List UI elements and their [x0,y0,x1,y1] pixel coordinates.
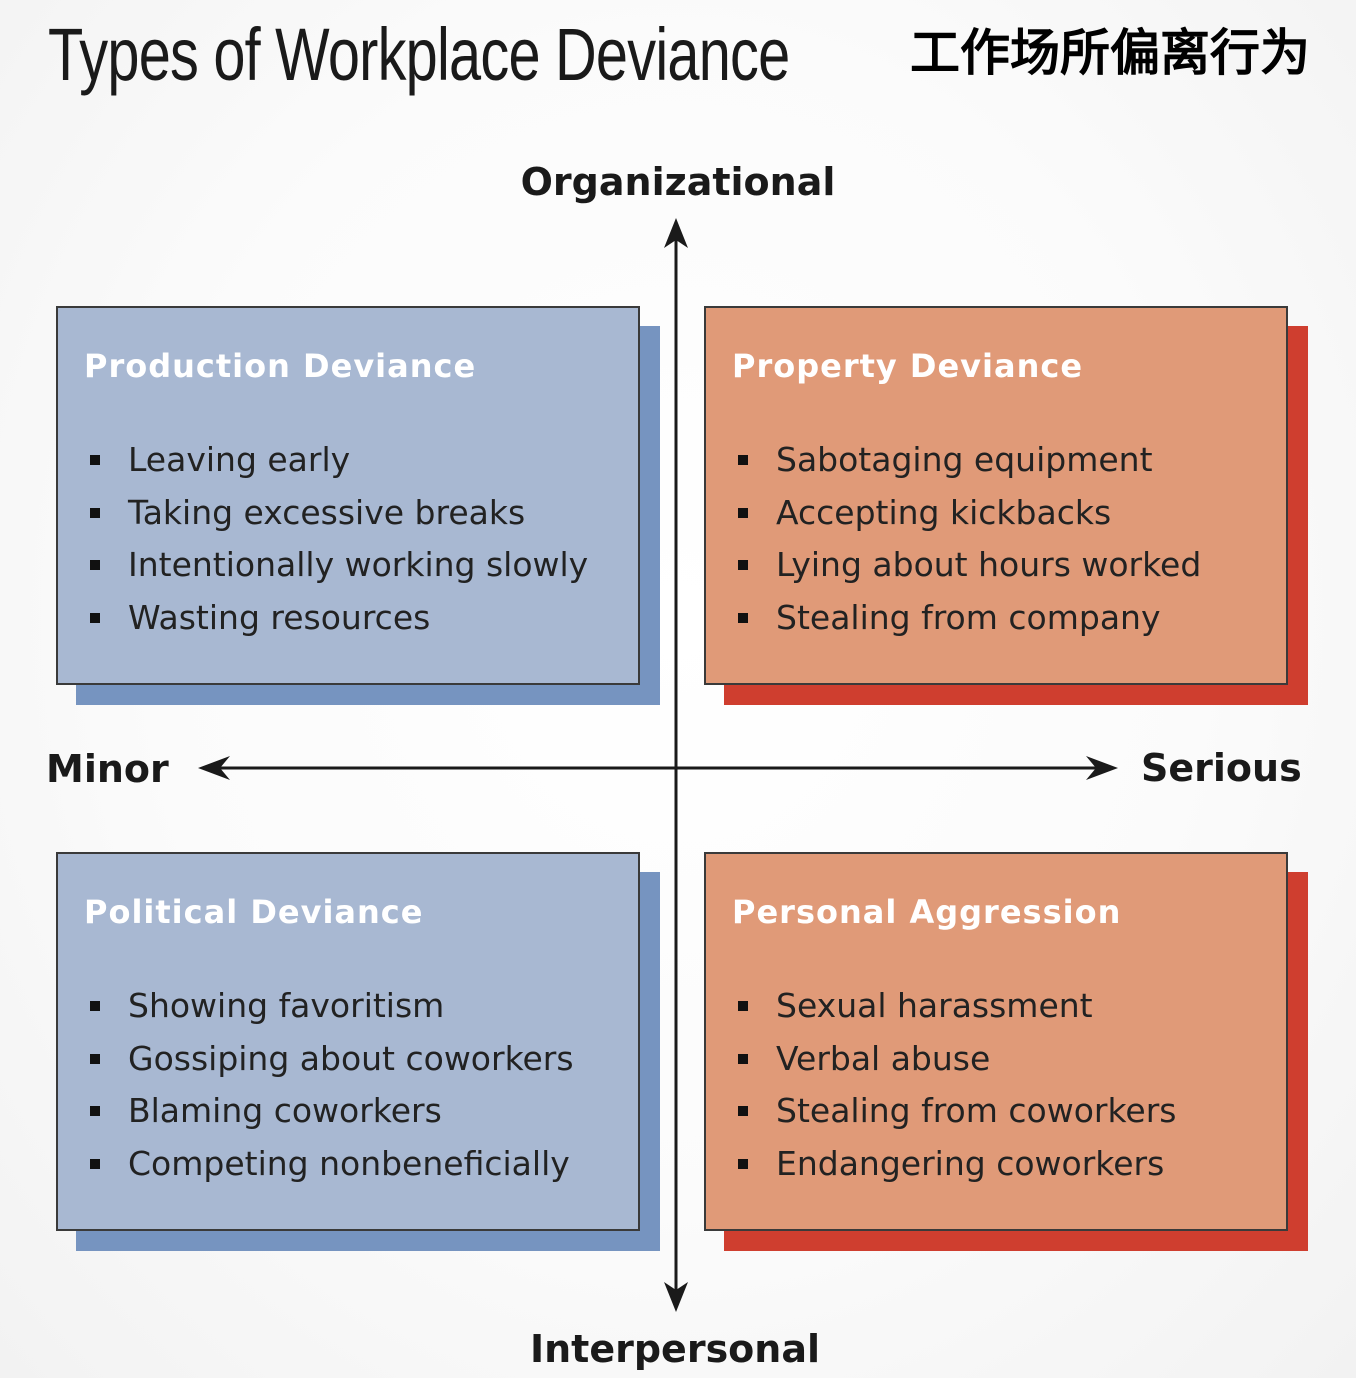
list-item-text: Stealing from company [776,597,1161,637]
quadrant-list: Sabotaging equipment Accepting kickbacks… [734,443,1201,653]
list-item-text: Sabotaging equipment [776,440,1153,479]
list-item-text: Blaming coworkers [128,1091,442,1130]
title-chinese: 工作场所偏离行为 [910,24,1310,82]
list-item-text: Leaving early [128,440,351,479]
list-item: Gossiping about coworkers [86,1042,574,1095]
quadrant-title: Production Deviance [84,347,477,385]
quadrant-title: Property Deviance [732,347,1084,385]
quadrant-box: Production Deviance Leaving early Taking… [56,306,640,685]
quadrant-box: Property Deviance Sabotaging equipment A… [704,306,1288,685]
quadrant-property-deviance: Property Deviance Sabotaging equipment A… [704,306,1308,705]
bullet-icon [90,1001,100,1011]
bullet-icon [738,1158,748,1169]
quadrant-list: Sexual harassment Verbal abuse Stealing … [734,989,1176,1199]
list-item-text: Competing nonbeneficially [128,1143,570,1183]
quadrant-personal-aggression: Personal Aggression Sexual harassment Ve… [704,852,1308,1251]
arrow-left-icon [198,756,230,780]
list-item: Sexual harassment [734,989,1176,1042]
list-item-text: Gossiping about coworkers [128,1038,574,1078]
list-item-text: Accepting kickbacks [776,492,1112,532]
bullet-icon [738,560,748,570]
bullet-icon [738,1053,748,1064]
axis-label-organizational: Organizational [520,160,836,204]
list-item: Competing nonbeneficially [86,1147,574,1200]
list-item: Stealing from company [734,601,1201,654]
list-item: Accepting kickbacks [734,496,1201,549]
quadrant-title: Political Deviance [84,893,424,931]
quadrant-title: Personal Aggression [732,893,1122,931]
bullet-icon [738,455,748,465]
list-item: Wasting resources [86,601,588,654]
bullet-icon [738,612,748,623]
arrow-right-icon [1086,756,1118,780]
list-item: Blaming coworkers [86,1094,574,1147]
bullet-icon [738,507,748,518]
bullet-icon [90,1053,100,1064]
list-item-text: Stealing from coworkers [776,1091,1177,1130]
arrow-up-icon [664,218,688,248]
bullet-icon [738,1001,748,1011]
list-item: Leaving early [86,443,588,496]
list-item: Showing favoritism [86,989,574,1042]
title-english: Types of Workplace Deviance [48,13,790,96]
quadrant-box: Personal Aggression Sexual harassment Ve… [704,852,1288,1231]
list-item: Taking excessive breaks [86,496,588,549]
bullet-icon [90,1106,100,1116]
list-item-text: Taking excessive breaks [128,492,526,532]
list-item-text: Showing favoritism [128,986,445,1025]
list-item-text: Lying about hours worked [776,545,1202,584]
quadrant-list: Showing favoritism Gossiping about cowor… [86,989,574,1199]
bullet-icon [90,612,100,623]
bullet-icon [90,507,100,518]
list-item-text: Sexual harassment [776,986,1093,1025]
axis-label-interpersonal: Interpersonal [529,1327,821,1371]
axis-label-serious: Serious [1141,746,1302,790]
list-item-text: Intentionally working slowly [128,545,589,584]
list-item-text: Wasting resources [128,597,431,637]
quadrant-production-deviance: Production Deviance Leaving early Taking… [56,306,660,705]
axis-label-minor: Minor [46,747,169,791]
bullet-icon [90,560,100,570]
bullet-icon [90,1158,100,1169]
quadrant-list: Leaving early Taking excessive breaks In… [86,443,588,653]
list-item-text: Endangering coworkers [776,1143,1165,1183]
list-item: Stealing from coworkers [734,1094,1176,1147]
quadrant-political-deviance: Political Deviance Showing favoritism Go… [56,852,660,1251]
list-item: Lying about hours worked [734,548,1201,601]
arrow-down-icon [664,1282,688,1312]
bullet-icon [90,455,100,465]
list-item: Sabotaging equipment [734,443,1201,496]
list-item: Intentionally working slowly [86,548,588,601]
list-item: Endangering coworkers [734,1147,1176,1200]
bullet-icon [738,1106,748,1116]
list-item: Verbal abuse [734,1042,1176,1095]
list-item-text: Verbal abuse [776,1038,991,1078]
quadrant-box: Political Deviance Showing favoritism Go… [56,852,640,1231]
